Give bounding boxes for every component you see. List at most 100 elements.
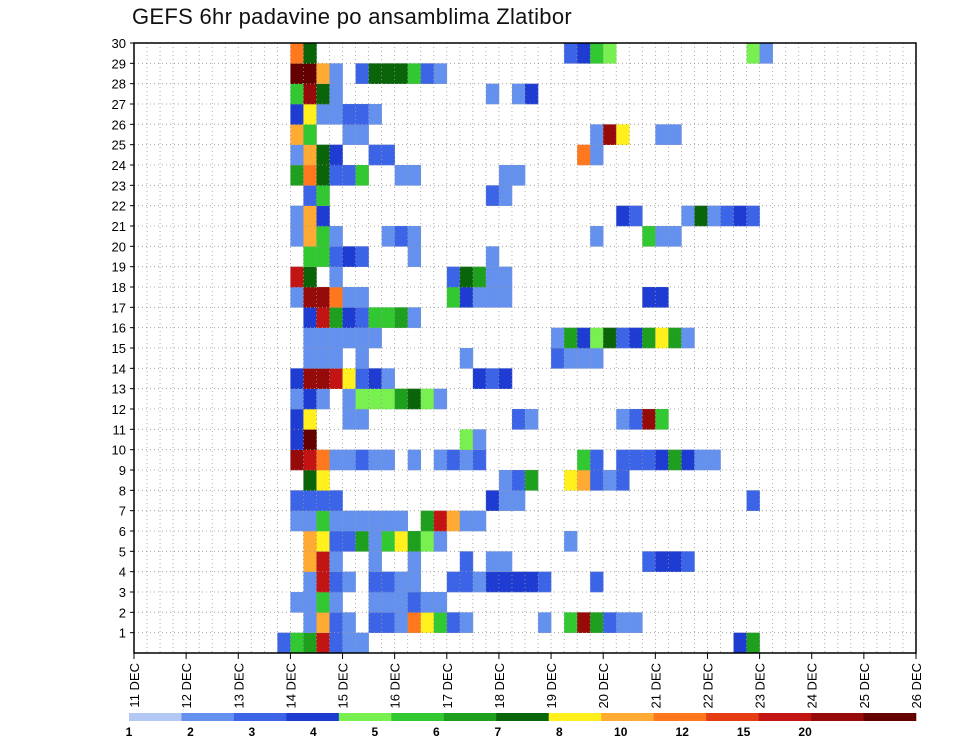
legend-swatch [338, 713, 392, 721]
heatmap-cell [290, 632, 304, 654]
heatmap-cell [564, 348, 578, 369]
legend-label: 3 [249, 725, 256, 739]
y-tick-label: 28 [112, 77, 126, 92]
x-tick-label: 11 DEC [127, 663, 142, 708]
legend-swatch [706, 713, 759, 721]
heatmap-cell [590, 470, 604, 491]
heatmap-cell [394, 226, 408, 247]
heatmap-cell [655, 287, 669, 308]
heatmap-cell [655, 226, 669, 247]
heatmap-cell [329, 510, 343, 532]
heatmap-cell [459, 551, 474, 572]
heatmap-cell [590, 124, 604, 145]
legend-label: 7 [494, 725, 501, 739]
heatmap-cell [290, 205, 304, 227]
heatmap-cell [394, 63, 408, 84]
y-tick-label: 13 [112, 382, 126, 397]
heatmap-cell [316, 226, 330, 247]
heatmap-cell [420, 531, 435, 552]
heatmap-cell [564, 612, 578, 633]
heatmap-cell [303, 510, 317, 532]
heatmap-cell [329, 165, 343, 186]
heatmap-cell [303, 551, 317, 572]
heatmap-cell [381, 612, 395, 633]
heatmap-cell [290, 490, 304, 511]
heatmap-cell [368, 612, 382, 633]
heatmap-cell [290, 368, 304, 389]
y-tick-label: 20 [112, 239, 126, 254]
heatmap-cell [694, 449, 708, 471]
heatmap-cell [655, 327, 669, 349]
legend-swatch [863, 713, 917, 721]
heatmap-cell [316, 144, 330, 166]
heatmap-cell [394, 571, 408, 593]
heatmap-cell [303, 144, 317, 166]
heatmap-cell [642, 551, 656, 572]
y-tick-label: 18 [112, 280, 126, 295]
heatmap-cell [759, 43, 773, 64]
heatmap-cell [616, 124, 630, 145]
heatmap-cells [277, 43, 773, 654]
y-tick-label: 27 [112, 97, 126, 112]
heatmap-cell [316, 104, 330, 125]
heatmap-cell [277, 632, 291, 654]
x-tick-label: 19 DEC [544, 663, 559, 709]
heatmap-cell [316, 388, 330, 410]
heatmap-cell [394, 592, 408, 613]
heatmap-cell [303, 226, 317, 247]
heatmap-cell [590, 449, 604, 471]
heatmap-cell [459, 348, 474, 369]
heatmap-cell [342, 510, 356, 532]
heatmap-cell [303, 470, 317, 491]
y-tick-label: 10 [112, 443, 126, 458]
heatmap-cell [394, 531, 408, 552]
heatmap-cell [407, 449, 422, 471]
heatmap-cell [381, 226, 395, 247]
heatmap-cell [394, 307, 408, 328]
heatmap-cell [394, 612, 408, 633]
heatmap-cell [485, 246, 500, 267]
heatmap-cell [394, 165, 408, 186]
y-tick-label: 24 [112, 158, 126, 173]
heatmap-cell [355, 409, 369, 430]
legend-swatch [181, 713, 235, 721]
legend-swatch [758, 713, 812, 721]
heatmap-cell [642, 327, 656, 349]
heatmap-cell [603, 43, 617, 64]
heatmap-cell [407, 612, 422, 633]
heatmap-cell [381, 63, 395, 84]
x-tick-label: 26 DEC [909, 663, 924, 709]
x-tick-label: 14 DEC [283, 663, 298, 709]
heatmap-cell [577, 327, 591, 349]
legend-swatch [601, 713, 654, 721]
heatmap-cell [511, 165, 526, 186]
heatmap-cell [368, 571, 382, 593]
legend-swatch [391, 713, 445, 721]
heatmap-cell [316, 571, 330, 593]
heatmap-cell [446, 510, 461, 532]
legend-label: 6 [433, 725, 440, 739]
heatmap-cell [368, 63, 382, 84]
heatmap-cell [316, 368, 330, 389]
heatmap-cell [316, 632, 330, 654]
heatmap-cell [642, 409, 656, 430]
heatmap-cell [577, 144, 591, 166]
heatmap-cell [381, 592, 395, 613]
heatmap-cell [342, 531, 356, 552]
heatmap-cell [316, 287, 330, 308]
heatmap-cell [355, 287, 369, 308]
heatmap-cell [746, 43, 760, 64]
y-tick-label: 5 [119, 544, 126, 559]
heatmap-cell [459, 449, 474, 471]
heatmap-cell [668, 449, 682, 471]
heatmap-cell [433, 449, 448, 471]
heatmap-cell [316, 470, 330, 491]
heatmap-cell [290, 510, 304, 532]
heatmap-cell [590, 144, 604, 166]
heatmap-cell [511, 571, 526, 593]
heatmap-cell [355, 368, 369, 389]
heatmap-cell [329, 531, 343, 552]
heatmap-cell [329, 327, 343, 349]
heatmap-cell [381, 144, 395, 166]
x-tick-label: 17 DEC [440, 663, 455, 709]
